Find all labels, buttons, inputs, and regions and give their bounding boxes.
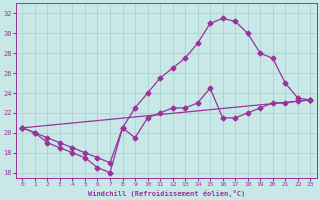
X-axis label: Windchill (Refroidissement éolien,°C): Windchill (Refroidissement éolien,°C) <box>88 190 245 197</box>
